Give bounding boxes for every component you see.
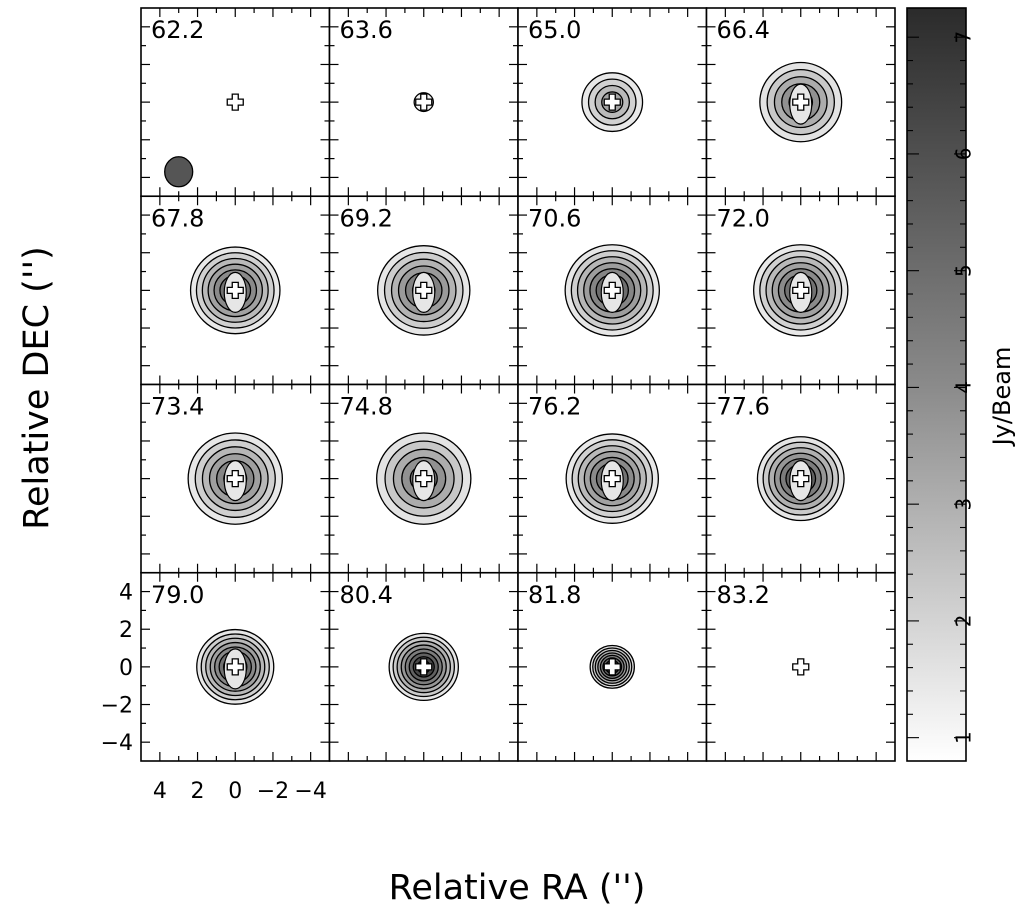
colorbar-tick-label: 5: [952, 264, 976, 277]
channel-panel: 76.2: [517, 383, 708, 574]
channel-velocity-label: 76.2: [528, 393, 581, 421]
y-tick-label: 0: [119, 656, 133, 681]
channel-panel: 63.6: [328, 7, 519, 198]
colorbar-tick-label: 4: [952, 381, 976, 394]
channel-velocity-label: 72.0: [717, 204, 770, 232]
colorbar-tick-label: 2: [952, 615, 976, 628]
channel-panel: 73.4: [140, 383, 331, 574]
beam-ellipse: [164, 156, 194, 188]
channel-panel: 72.0: [705, 195, 896, 386]
channel-velocity-label: 69.2: [340, 204, 393, 232]
channel-velocity-label: 81.8: [528, 581, 581, 609]
colorbar-ticks: 1 2 3 4 5 6 7: [907, 31, 976, 744]
plus-marker-icon: [415, 469, 433, 488]
channel-velocity-label: 70.6: [528, 204, 581, 232]
channel-panel: 74.8: [328, 383, 519, 574]
channel-panel: 65.0: [517, 7, 708, 198]
channel-panel: 66.4: [705, 7, 896, 198]
x-tick-label: 2: [191, 779, 205, 804]
plus-marker-icon: [603, 281, 621, 300]
channel-panel: 62.2: [140, 7, 331, 198]
channel-panels: 62.2 63.6 65.0 66.4 67.8 69.2 70.6 72.0 73.4 74.8…: [140, 7, 896, 762]
y-axis-title: Relative DEC (''): [17, 246, 57, 529]
x-tick-label: −2: [257, 779, 289, 804]
channel-panel: 80.4: [328, 571, 519, 762]
channel-velocity-label: 62.2: [151, 16, 204, 44]
x-tick-label: 0: [228, 779, 242, 804]
plus-marker-icon: [415, 93, 433, 111]
plus-marker-icon: [226, 469, 244, 488]
plus-marker-icon: [226, 93, 244, 111]
x-tick-label: 4: [153, 779, 167, 804]
channel-velocity-label: 77.6: [717, 393, 770, 421]
colorbar-tick-label: 7: [952, 31, 976, 44]
channel-velocity-label: 66.4: [717, 16, 770, 44]
channel-panel: 67.8: [140, 195, 331, 386]
x-tick-label: −4: [294, 779, 326, 804]
channel-velocity-label: 65.0: [528, 16, 581, 44]
plus-marker-icon: [603, 658, 621, 676]
plus-marker-icon: [603, 469, 621, 488]
y-tick-label: 2: [119, 618, 133, 643]
colorbar-tick-label: 6: [952, 148, 976, 161]
channel-velocity-label: 73.4: [151, 393, 204, 421]
x-tick-labels: 4 2 0 −2 −4: [153, 779, 327, 804]
channel-panel: 79.0: [140, 571, 331, 762]
x-axis-title: Relative RA (''): [389, 868, 646, 908]
colorbar-label: Jy/Beam: [988, 347, 1015, 448]
y-tick-label: −2: [101, 694, 133, 719]
channel-velocity-label: 63.6: [340, 16, 393, 44]
channel-panel: 83.2: [705, 571, 896, 762]
colorbar-scale: [906, 7, 967, 762]
plus-marker-icon: [415, 658, 433, 676]
channel-velocity-label: 74.8: [340, 393, 393, 421]
channel-velocity-label: 67.8: [151, 204, 204, 232]
y-tick-label: −4: [101, 731, 133, 756]
channel-panel: 81.8: [517, 571, 708, 762]
plus-marker-icon: [226, 658, 244, 676]
colorbar-tick-label: 1: [952, 731, 976, 744]
channel-panel: 70.6: [517, 195, 708, 386]
channel-panel: 77.6: [705, 383, 896, 574]
y-tick-labels: 4 2 0 −2 −4: [101, 581, 133, 757]
plus-marker-icon: [792, 93, 810, 111]
plus-marker-icon: [603, 93, 621, 111]
channel-velocity-label: 79.0: [151, 581, 204, 609]
channel-velocity-label: 80.4: [340, 581, 393, 609]
plus-marker-icon: [792, 281, 810, 300]
colorbar-tick-label: 3: [952, 498, 976, 511]
plus-marker-icon: [226, 281, 244, 300]
plus-marker-icon: [792, 469, 810, 488]
plus-marker-icon: [415, 281, 433, 300]
plus-marker-icon: [792, 658, 810, 676]
colorbar: 1 2 3 4 5 6 7 Jy/Beam: [906, 7, 1015, 762]
y-tick-label: 4: [119, 581, 133, 606]
channel-panel: 69.2: [328, 195, 519, 386]
channel-velocity-label: 83.2: [717, 581, 770, 609]
